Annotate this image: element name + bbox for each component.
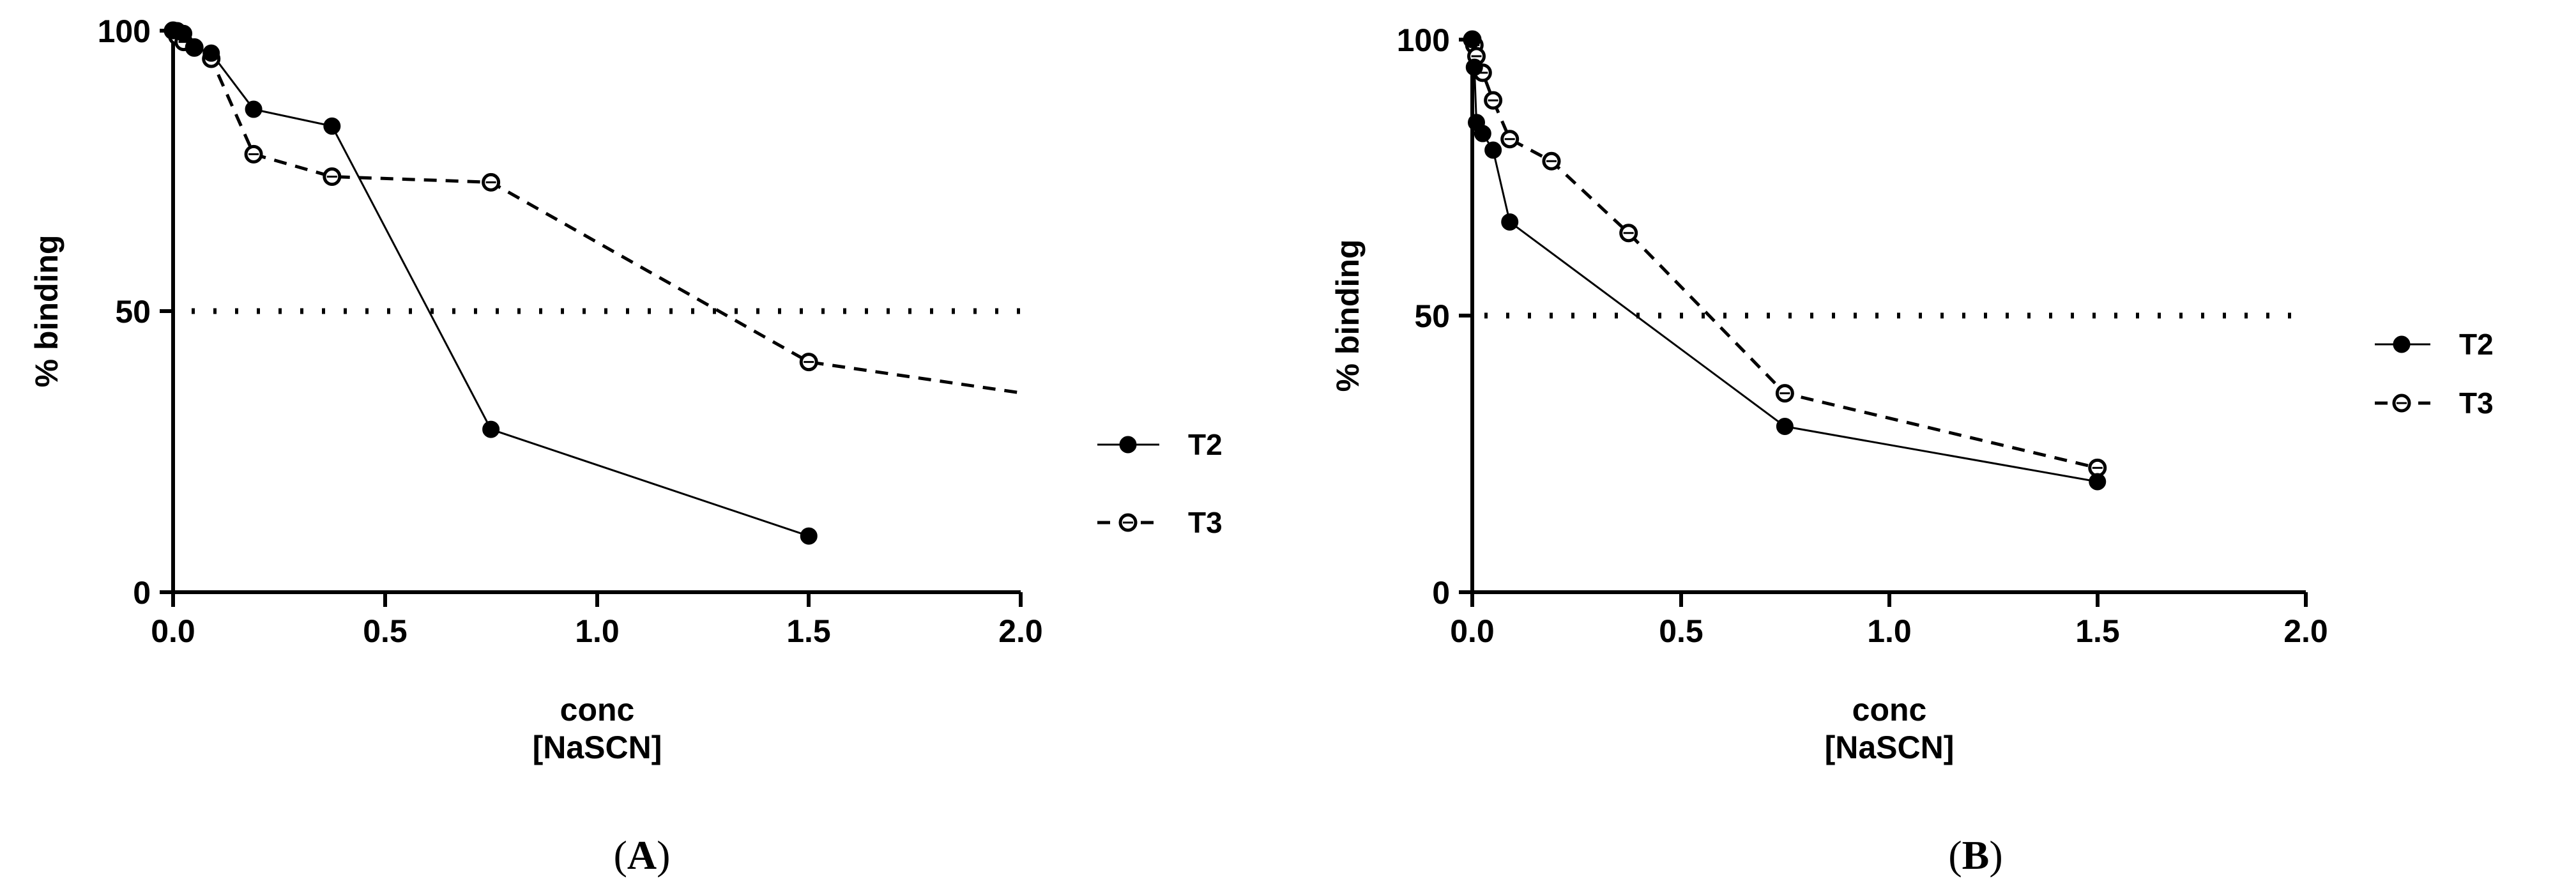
y-tick-label: 50 xyxy=(115,294,151,330)
series-line-t2 xyxy=(1471,39,2098,483)
data-point-t2 xyxy=(323,117,341,135)
x-tick-label: 1.0 xyxy=(1867,613,1912,649)
legend-marker-t2 xyxy=(2393,335,2411,353)
x-axis-title-line-2: [NaSCN] xyxy=(1825,730,1955,765)
data-point-t2 xyxy=(482,420,500,438)
data-point-t2 xyxy=(202,44,220,62)
data-point-t2 xyxy=(1463,31,1481,49)
x-tick-label: 2.0 xyxy=(2283,613,2328,649)
y-tick-label: 100 xyxy=(98,13,151,49)
data-point-t2 xyxy=(1474,125,1491,142)
y-tick-label: 50 xyxy=(1414,298,1450,334)
legend-label-t2: T2 xyxy=(1188,428,1223,461)
x-tick-label: 0.5 xyxy=(1659,613,1703,649)
panel-a: 100 50 0 0.0 0.5 1.0 1.5 2.0 % binding c… xyxy=(29,13,1223,765)
panel-label-a: (A) xyxy=(614,832,671,878)
legend: T2 T3 xyxy=(1097,428,1223,539)
data-point-t2 xyxy=(175,24,193,42)
x-tick-label: 0.0 xyxy=(1450,613,1495,649)
x-tick-label: 2.0 xyxy=(998,613,1043,649)
markers-t3 xyxy=(164,21,818,372)
x-axis-title-line-2: [NaSCN] xyxy=(533,730,662,765)
y-axis-title: % binding xyxy=(29,235,65,388)
legend-label-t3: T3 xyxy=(1188,506,1223,539)
markers-t3 xyxy=(1463,30,2107,477)
data-point-t2 xyxy=(1776,418,1794,435)
x-tick-label: 1.5 xyxy=(2075,613,2120,649)
data-point-t2 xyxy=(1501,213,1519,231)
x-tick-label: 0.5 xyxy=(363,613,408,649)
panel-label-b: (B) xyxy=(1948,832,2002,878)
x-tick-label: 1.5 xyxy=(786,613,831,649)
legend-label-t3: T3 xyxy=(2459,386,2494,420)
data-point-t2 xyxy=(245,100,263,118)
markers-t2 xyxy=(1463,31,2107,491)
data-point-t2 xyxy=(2089,473,2107,491)
y-tick-label: 0 xyxy=(1432,575,1450,611)
panel-b: 100 50 0 0.0 0.5 1.0 1.5 2.0 % binding c… xyxy=(1330,22,2494,765)
data-point-t2 xyxy=(1465,58,1483,76)
y-axis-title: % binding xyxy=(1330,240,1366,392)
y-tick-label: 100 xyxy=(1397,22,1450,58)
legend: T2 T3 xyxy=(2375,328,2494,420)
data-point-t2 xyxy=(1484,141,1502,159)
x-tick-label: 0.0 xyxy=(151,613,195,649)
y-tick-label: 0 xyxy=(133,575,151,611)
series-line-t3 xyxy=(1470,39,2098,470)
legend-label-t2: T2 xyxy=(2459,328,2494,361)
data-point-t2 xyxy=(185,38,203,56)
x-axis-title-line-1: conc xyxy=(560,692,635,728)
markers-t2 xyxy=(164,22,818,545)
x-axis-title-line-1: conc xyxy=(1852,692,1927,728)
x-tick-label: 1.0 xyxy=(575,613,620,649)
series-line-t3 xyxy=(172,29,1021,395)
legend-marker-t2 xyxy=(1119,436,1137,454)
data-point-t2 xyxy=(800,527,818,545)
series-line-t2 xyxy=(173,29,809,537)
